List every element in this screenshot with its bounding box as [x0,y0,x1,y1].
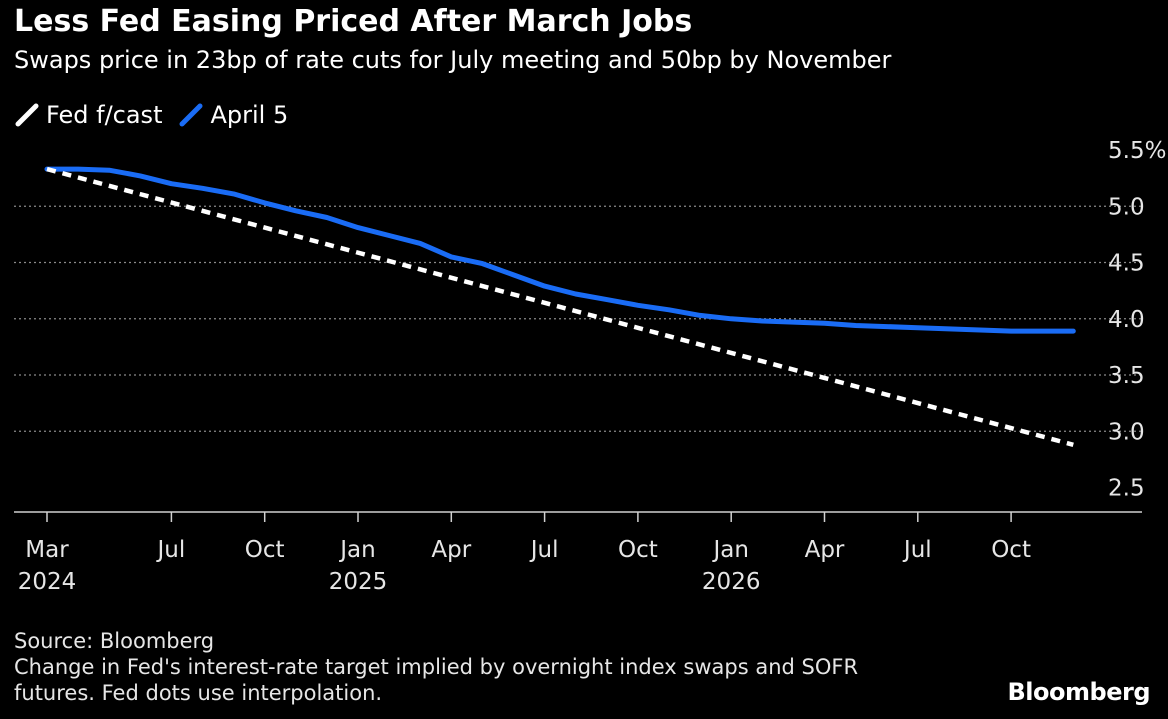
legend-label-april5: April 5 [210,101,289,129]
x-tick-year-label: 2025 [329,569,388,595]
series-line-fed-forecast [46,166,1074,447]
chart-footer: Source: Bloomberg Change in Fed's intere… [14,628,858,706]
y-tick-label: 3.0 [1108,419,1145,445]
legend-item-april5: April 5 [178,101,288,129]
y-tick-label: 5.5% [1108,138,1166,164]
grid-lines [14,205,1142,432]
x-tick-label: Apr [805,537,845,563]
x-tick-label: Jul [902,537,932,563]
bloomberg-logo: Bloomberg [1007,678,1151,706]
x-tick-label: Jan [711,537,748,563]
x-tick-label: Jan [338,537,375,563]
chart-subtitle: Swaps price in 23bp of rate cuts for Jul… [14,46,892,74]
source-note: Source: Bloomberg [14,629,215,653]
method-note-line1: Change in Fed's interest-rate target imp… [14,655,859,679]
chart-title: Less Fed Easing Priced After March Jobs [14,4,693,39]
series-line-april5 [44,166,1076,334]
method-note-line2: futures. Fed dots use interpolation. [14,681,383,705]
legend-item-fed-forecast: Fed f/cast [14,101,162,129]
x-tick-label: Oct [618,537,658,563]
x-tick-label: Apr [431,537,471,563]
x-tick-label: Oct [991,537,1031,563]
y-tick-label: 2.5 [1108,476,1145,502]
legend-swatch-april5 [178,102,204,128]
legend-swatch-fed-forecast [14,102,40,128]
x-tick-label: Jul [156,537,186,563]
x-tick-year-label: 2026 [702,569,761,595]
y-tick-label: 3.5 [1108,363,1145,389]
y-tick-label: 4.5 [1108,251,1145,277]
x-tick-label: Mar [25,537,69,563]
series-lines [44,166,1076,447]
x-tick-year-label: 2024 [18,569,77,595]
x-tick-label: Jul [529,537,559,563]
legend: Fed f/cast April 5 [14,98,304,132]
x-tick-label: Oct [245,537,285,563]
y-tick-label: 4.0 [1108,307,1145,333]
y-axis-labels: 5.5% 5.0 4.5 4.0 3.5 3.0 2.5 [1108,138,1166,502]
x-axis: Mar 2024 Jul Oct Jan 2025 Apr Jul Oct Jan 2026 Apr J… [14,511,1142,595]
legend-label-fed-forecast: Fed f/cast [46,101,163,129]
y-tick-label: 5.0 [1108,194,1145,220]
